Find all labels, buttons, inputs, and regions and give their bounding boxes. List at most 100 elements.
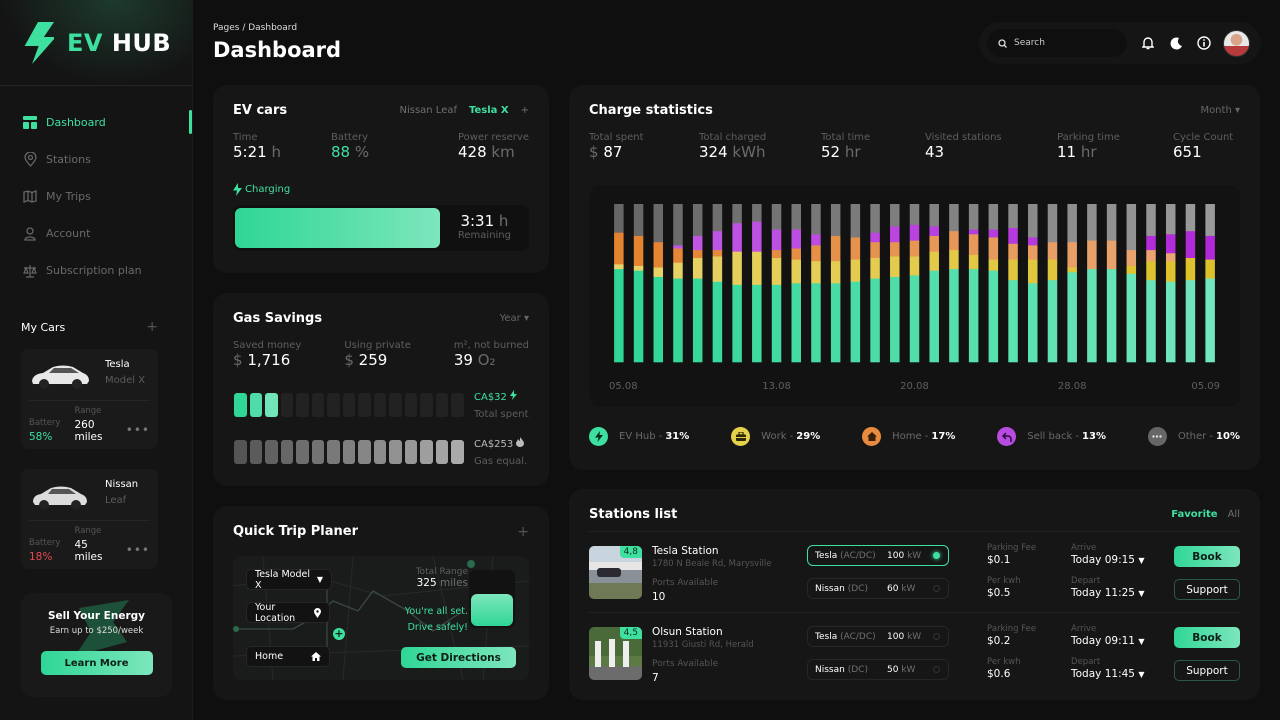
bar-segment-ev-hub[interactable]	[1185, 279, 1196, 363]
bar-segment-ev-hub[interactable]	[1047, 279, 1058, 363]
bar-segment-other[interactable]	[1185, 204, 1196, 232]
bar-segment-other[interactable]	[870, 204, 880, 233]
book-button[interactable]: Book	[1174, 627, 1240, 648]
port-option-nissan[interactable]: Nissan (DC) 50 kW	[807, 659, 949, 680]
period-select[interactable]: Month ▾	[1200, 105, 1240, 116]
bar-segment-home[interactable]	[1087, 240, 1097, 270]
bar-segment-work[interactable]	[633, 265, 644, 271]
bar-segment-ev-hub[interactable]	[1028, 283, 1038, 363]
bar-segment-ev-hub[interactable]	[653, 276, 664, 363]
bar-segment-other[interactable]	[633, 204, 644, 236]
from-location-input[interactable]: Your Location	[246, 602, 330, 624]
sidebar-item-my-trips[interactable]: My Trips	[0, 178, 192, 215]
bar-segment-work[interactable]	[1126, 265, 1137, 274]
bar-segment-home[interactable]	[1008, 243, 1018, 260]
bar-segment-work[interactable]	[653, 267, 664, 277]
bar-segment-work[interactable]	[1165, 260, 1176, 282]
radio-button[interactable]	[933, 585, 940, 592]
get-directions-button[interactable]: Get Directions	[401, 647, 516, 668]
bar-segment-sell-back[interactable]	[791, 229, 801, 249]
bar-segment-work[interactable]	[949, 249, 959, 270]
sidebar-item-account[interactable]: Account	[0, 215, 192, 252]
depart-dropdown[interactable]: Today 11:25 ▼	[1071, 587, 1144, 599]
bar-segment-home[interactable]	[1126, 249, 1137, 266]
bar-segment-ev-hub[interactable]	[673, 278, 683, 363]
port-option-nissan[interactable]: Nissan (DC) 60 kW	[807, 578, 949, 599]
bar-segment-home[interactable]	[673, 248, 683, 263]
bar-segment-sell-back[interactable]	[811, 234, 821, 246]
bar-segment-ev-hub[interactable]	[1067, 271, 1077, 363]
bar-segment-work[interactable]	[1146, 260, 1156, 281]
bar-segment-work[interactable]	[732, 251, 742, 285]
radio-button[interactable]	[933, 666, 940, 673]
bar-segment-home[interactable]	[949, 230, 959, 251]
bar-segment-sell-back[interactable]	[988, 229, 999, 238]
bar-segment-other[interactable]	[929, 204, 939, 227]
bar-segment-work[interactable]	[692, 257, 703, 279]
bar-segment-sell-back[interactable]	[909, 224, 920, 241]
bar-segment-other[interactable]	[771, 204, 782, 230]
bar-segment-sell-back[interactable]	[712, 230, 723, 251]
bar-segment-other[interactable]	[614, 204, 624, 233]
bar-segment-work[interactable]	[1028, 259, 1038, 284]
bar-segment-other[interactable]	[1028, 204, 1038, 238]
depart-dropdown[interactable]: Today 11:45 ▼	[1071, 668, 1144, 680]
bar-segment-ev-hub[interactable]	[929, 270, 939, 363]
bar-segment-ev-hub[interactable]	[752, 284, 762, 363]
bar-segment-work[interactable]	[988, 259, 999, 271]
bar-segment-home[interactable]	[1106, 240, 1117, 270]
bar-segment-other[interactable]	[1165, 204, 1176, 235]
bar-segment-work[interactable]	[830, 260, 841, 284]
bar-segment-sell-back[interactable]	[1185, 230, 1196, 259]
bar-segment-ev-hub[interactable]	[771, 284, 782, 363]
bar-segment-other[interactable]	[949, 204, 959, 232]
logo[interactable]: EV HUB	[0, 0, 192, 86]
bar-segment-home[interactable]	[1047, 241, 1058, 260]
filter-favorite[interactable]: Favorite	[1171, 509, 1218, 520]
bar-segment-sell-back[interactable]	[870, 232, 880, 243]
bar-segment-ev-hub[interactable]	[732, 284, 742, 363]
user-avatar[interactable]	[1223, 29, 1250, 57]
bar-segment-ev-hub[interactable]	[1008, 279, 1018, 363]
bar-segment-other[interactable]	[1146, 204, 1156, 236]
bar-segment-home[interactable]	[1165, 252, 1176, 262]
bar-segment-sell-back[interactable]	[752, 221, 762, 252]
search-input[interactable]: Search	[987, 29, 1127, 57]
car-card-tesla[interactable]: Tesla Model X Battery 58% Range 260 miles •…	[21, 349, 158, 449]
bar-segment-ev-hub[interactable]	[968, 268, 979, 363]
bar-segment-ev-hub[interactable]	[949, 268, 959, 363]
bar-segment-ev-hub[interactable]	[850, 281, 861, 363]
bar-segment-ev-hub[interactable]	[1126, 273, 1137, 363]
bar-segment-other[interactable]	[673, 204, 683, 246]
bar-segment-other[interactable]	[712, 204, 723, 232]
arrive-dropdown[interactable]: Today 09:15 ▼	[1071, 554, 1144, 566]
port-option-tesla[interactable]: Tesla (AC/DC) 100 kW	[807, 545, 949, 566]
bar-segment-ev-hub[interactable]	[909, 275, 920, 363]
bar-segment-work[interactable]	[811, 260, 821, 284]
bar-segment-other[interactable]	[850, 204, 861, 238]
sidebar-item-subscription-plan[interactable]: Subscription plan	[0, 252, 192, 289]
bar-segment-other[interactable]	[692, 204, 703, 236]
info-icon[interactable]	[1196, 35, 1212, 51]
learn-more-button[interactable]: Learn More	[40, 651, 153, 675]
bar-segment-work[interactable]	[1008, 259, 1018, 281]
tab-tesla-x[interactable]: Tesla X	[469, 105, 509, 116]
bar-segment-home[interactable]	[909, 240, 920, 257]
bar-segment-other[interactable]	[1087, 204, 1097, 241]
bar-segment-other[interactable]	[1047, 204, 1058, 243]
bar-segment-work[interactable]	[968, 254, 979, 270]
bar-segment-sell-back[interactable]	[732, 222, 742, 252]
car-select-dropdown[interactable]: Tesla Model X ▼	[246, 569, 332, 591]
bar-segment-other[interactable]	[732, 204, 742, 224]
bar-segment-home[interactable]	[653, 241, 664, 268]
bar-segment-work[interactable]	[929, 251, 939, 271]
bar-segment-sell-back[interactable]	[1028, 237, 1038, 246]
arrive-dropdown[interactable]: Today 09:11 ▼	[1071, 635, 1144, 647]
bar-segment-home[interactable]	[988, 237, 999, 260]
bar-segment-other[interactable]	[1067, 204, 1077, 243]
filter-all[interactable]: All	[1227, 509, 1240, 520]
bar-segment-other[interactable]	[752, 204, 762, 222]
bar-segment-other[interactable]	[811, 204, 821, 235]
bar-segment-work[interactable]	[791, 259, 801, 284]
bar-segment-work[interactable]	[1205, 259, 1215, 279]
